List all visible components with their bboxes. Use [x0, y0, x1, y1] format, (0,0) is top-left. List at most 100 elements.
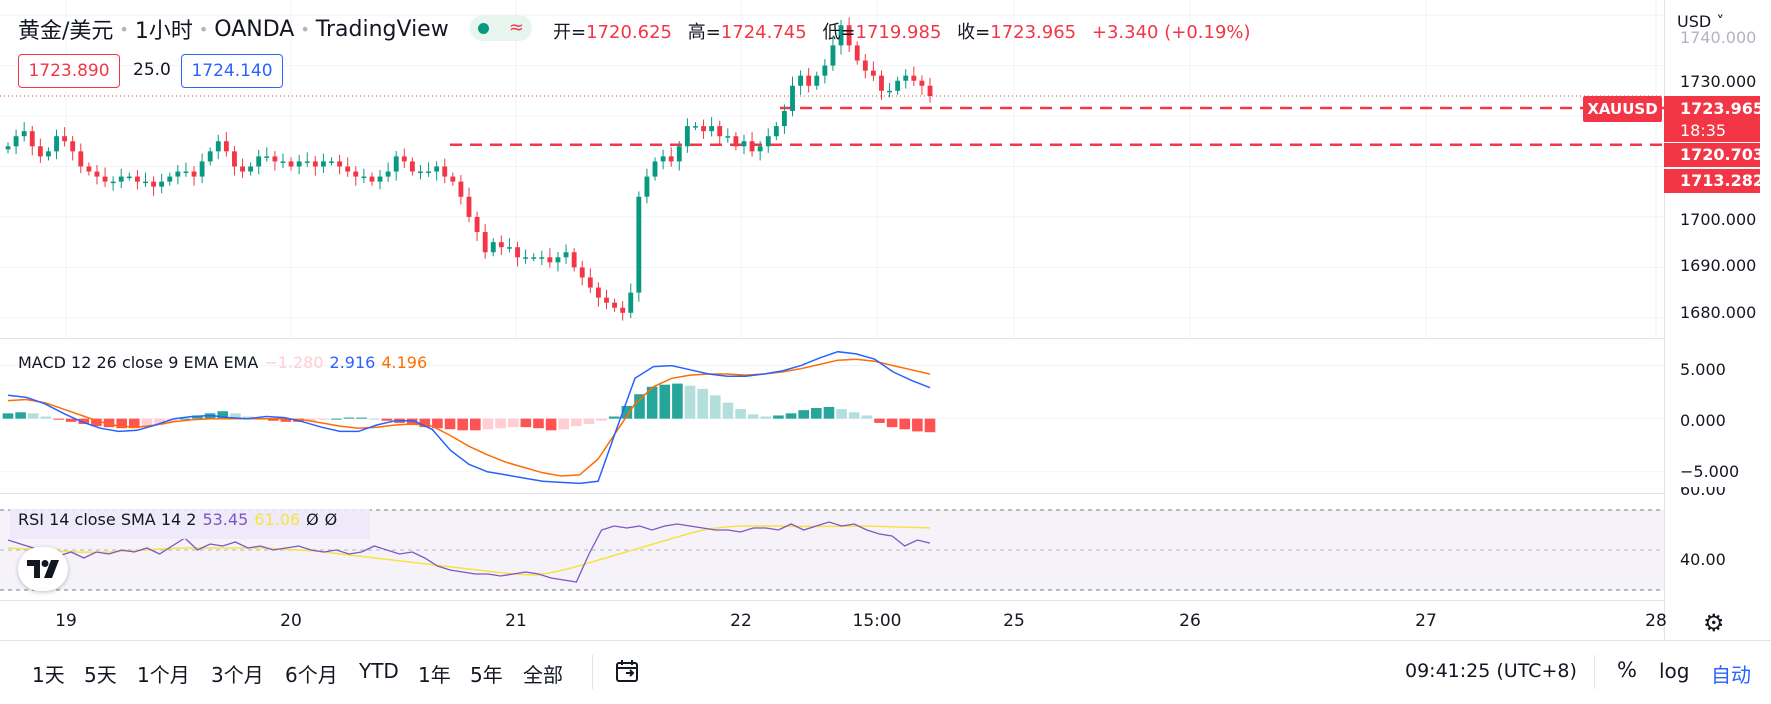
macd-hist-bar: [811, 408, 822, 419]
low-value: 1719.985: [855, 22, 942, 43]
price-chart[interactable]: [0, 0, 1664, 338]
candle-body: [191, 171, 197, 177]
candle-body: [507, 247, 512, 249]
price-tick: 1740.000: [1680, 28, 1757, 47]
macd-hist-bar: [444, 418, 456, 430]
candle-body: [159, 181, 165, 187]
log-scale-button[interactable]: log: [1659, 659, 1690, 683]
buy-price-button[interactable]: 1724.140: [181, 54, 283, 88]
candle-body: [911, 75, 917, 81]
candle-body: [377, 176, 383, 182]
candle-body: [46, 151, 51, 157]
macd-hist-bar: [91, 418, 102, 427]
candle-body: [773, 126, 779, 137]
macd-legend[interactable]: MACD 12 26 close 9 EMA EMA −1.280 2.916 4.1…: [18, 353, 433, 372]
rsi-tick: 40.00: [1680, 550, 1726, 569]
interval-label[interactable]: 1小时: [134, 19, 193, 44]
symbol-legend[interactable]: 黄金/美元 • 1小时 • OANDA • TradingView: [18, 14, 449, 45]
time-label: 19: [55, 611, 77, 631]
candle-body: [927, 85, 933, 97]
candle-body: [320, 161, 326, 167]
rsi-extra-1: Ø: [306, 510, 319, 529]
macd-tick: −5.000: [1680, 462, 1740, 481]
macd-hist-bar: [368, 418, 380, 420]
candle-body: [830, 45, 836, 66]
macd-hist-bar: [861, 415, 873, 419]
range-5y-button[interactable]: 5年: [470, 663, 503, 687]
broker-label: OANDA: [214, 16, 295, 42]
candle-body: [490, 242, 496, 253]
candle-body: [304, 161, 310, 163]
candle-body: [620, 307, 626, 313]
macd-hist-bar: [520, 418, 532, 428]
macd-hist-bar: [128, 418, 140, 429]
candle-body: [312, 161, 318, 167]
macd-hist-bar: [621, 405, 633, 419]
rsi-ma-value: 61.06: [254, 510, 301, 529]
candle-body: [183, 171, 189, 174]
candle-body: [110, 181, 116, 184]
candle-body: [288, 161, 294, 167]
rsi-line: [7, 521, 931, 583]
range-1y-button[interactable]: 1年: [418, 663, 451, 687]
signal-value: 4.196: [381, 353, 428, 372]
settings-gear-icon[interactable]: ⚙: [1703, 609, 1725, 637]
macd-hist-bar: [154, 418, 165, 426]
candle-body: [887, 90, 892, 93]
candle-body: [264, 156, 270, 158]
macd-hist-bar: [760, 416, 772, 419]
range-6m-button[interactable]: 6个月: [285, 663, 338, 687]
sell-price-button[interactable]: 1723.890: [18, 54, 120, 88]
macd-hist-bar: [798, 410, 810, 419]
tradingview-logo[interactable]: [18, 547, 68, 591]
candle-body: [846, 25, 852, 46]
range-1m-button[interactable]: 1个月: [137, 663, 190, 687]
clock-timezone[interactable]: 09:41:25 (UTC+8): [1405, 660, 1577, 682]
macd-value: 2.916: [329, 353, 376, 372]
go-to-date-icon[interactable]: [614, 658, 642, 690]
ohlc-values: 开=1720.625 高=1724.745 低=1719.985 收=1723.…: [553, 22, 1251, 43]
macd-hist-bar: [571, 418, 582, 427]
macd-hist-bar: [684, 385, 696, 419]
range-5d-button[interactable]: 5天: [84, 663, 117, 687]
macd-hist-bar: [722, 402, 734, 419]
macd-hist-bar: [634, 394, 645, 419]
macd-hist-bar: [78, 418, 90, 424]
candle-body: [393, 156, 399, 172]
candle-body: [62, 136, 68, 142]
range-ytd-button[interactable]: YTD: [359, 659, 399, 683]
macd-hist-bar: [836, 409, 847, 419]
macd-hist-bar: [343, 417, 355, 419]
candle-body: [466, 196, 472, 217]
macd-hist-bar: [305, 418, 317, 421]
candle-body: [175, 171, 181, 177]
percent-scale-button[interactable]: %: [1617, 658, 1637, 682]
macd-hist-bar: [27, 413, 39, 419]
high-value: 1724.745: [720, 22, 807, 43]
macd-chart[interactable]: [0, 339, 1664, 493]
candle-body: [94, 171, 100, 177]
macd-hist-bar: [457, 418, 468, 431]
rsi-legend[interactable]: RSI 14 close SMA 14 2 53.45 61.06 Ø Ø: [18, 510, 343, 529]
candle-body: [717, 126, 723, 137]
candle-body: [515, 247, 520, 258]
macd-hist-bar: [179, 418, 191, 420]
macd-hist-bar: [583, 418, 595, 424]
macd-hist-bar: [53, 418, 64, 420]
candle-body: [571, 252, 577, 268]
level-tag-1: 1720.703: [1664, 143, 1764, 167]
range-1d-button[interactable]: 1天: [32, 663, 65, 687]
market-status-badge[interactable]: ≈: [470, 15, 532, 41]
range-all-button[interactable]: 全部: [523, 663, 563, 687]
currency-dropdown[interactable]: USD ˅: [1677, 12, 1725, 31]
range-3m-button[interactable]: 3个月: [211, 663, 264, 687]
candle-body: [21, 131, 27, 137]
symbol-title[interactable]: 黄金/美元: [18, 19, 114, 44]
candle-body: [523, 257, 529, 259]
candle-body: [361, 176, 367, 179]
auto-scale-button[interactable]: 自动: [1711, 663, 1751, 687]
macd-hist-value: −1.280: [264, 353, 324, 372]
macd-hist-bar: [924, 418, 936, 433]
candle-body: [693, 126, 698, 128]
rsi-chart[interactable]: [0, 494, 1664, 600]
